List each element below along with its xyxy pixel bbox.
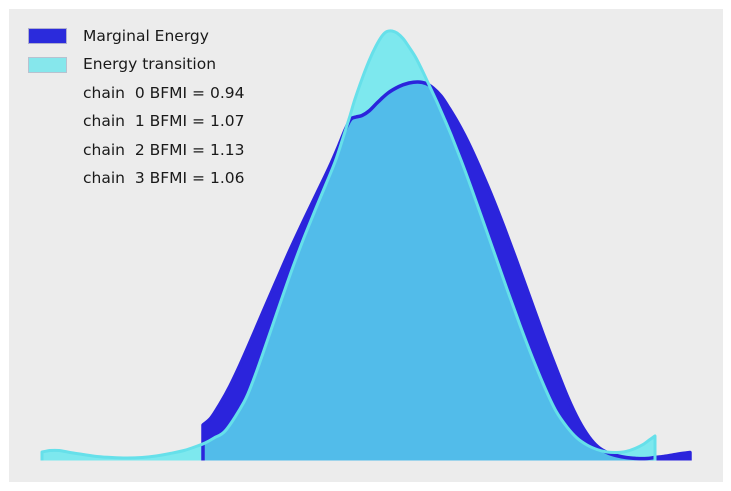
marginal-energy-swatch bbox=[28, 28, 67, 45]
legend-row-energy-transition: Energy transition bbox=[28, 51, 244, 80]
legend: Marginal Energy Energy transition chain … bbox=[28, 22, 244, 193]
energy-transition-label: Energy transition bbox=[83, 55, 217, 73]
energy-transition-line bbox=[40, 29, 657, 461]
energy-transition-swatch bbox=[28, 56, 67, 73]
marginal-energy-line bbox=[201, 80, 692, 461]
legend-row-chain-2: chain 2 BFMI = 1.13 bbox=[28, 136, 244, 165]
legend-row-chain-3: chain 3 BFMI = 1.06 bbox=[28, 165, 244, 194]
legend-row-marginal-energy: Marginal Energy bbox=[28, 22, 244, 51]
legend-row-chain-1: chain 1 BFMI = 1.07 bbox=[28, 108, 244, 137]
chain-3-bfmi-text: chain 3 BFMI = 1.06 bbox=[83, 169, 245, 187]
chain-0-bfmi-text: chain 0 BFMI = 0.94 bbox=[83, 83, 245, 102]
legend-row-chain-0: chain 0 BFMI = 0.94 bbox=[28, 79, 244, 108]
marginal-energy-label: Marginal Energy bbox=[83, 26, 209, 45]
energy-transition-fill bbox=[42, 30, 655, 461]
chain-1-bfmi-text: chain 1 BFMI = 1.07 bbox=[83, 112, 245, 130]
chain-2-bfmi-text: chain 2 BFMI = 1.13 bbox=[83, 140, 245, 159]
